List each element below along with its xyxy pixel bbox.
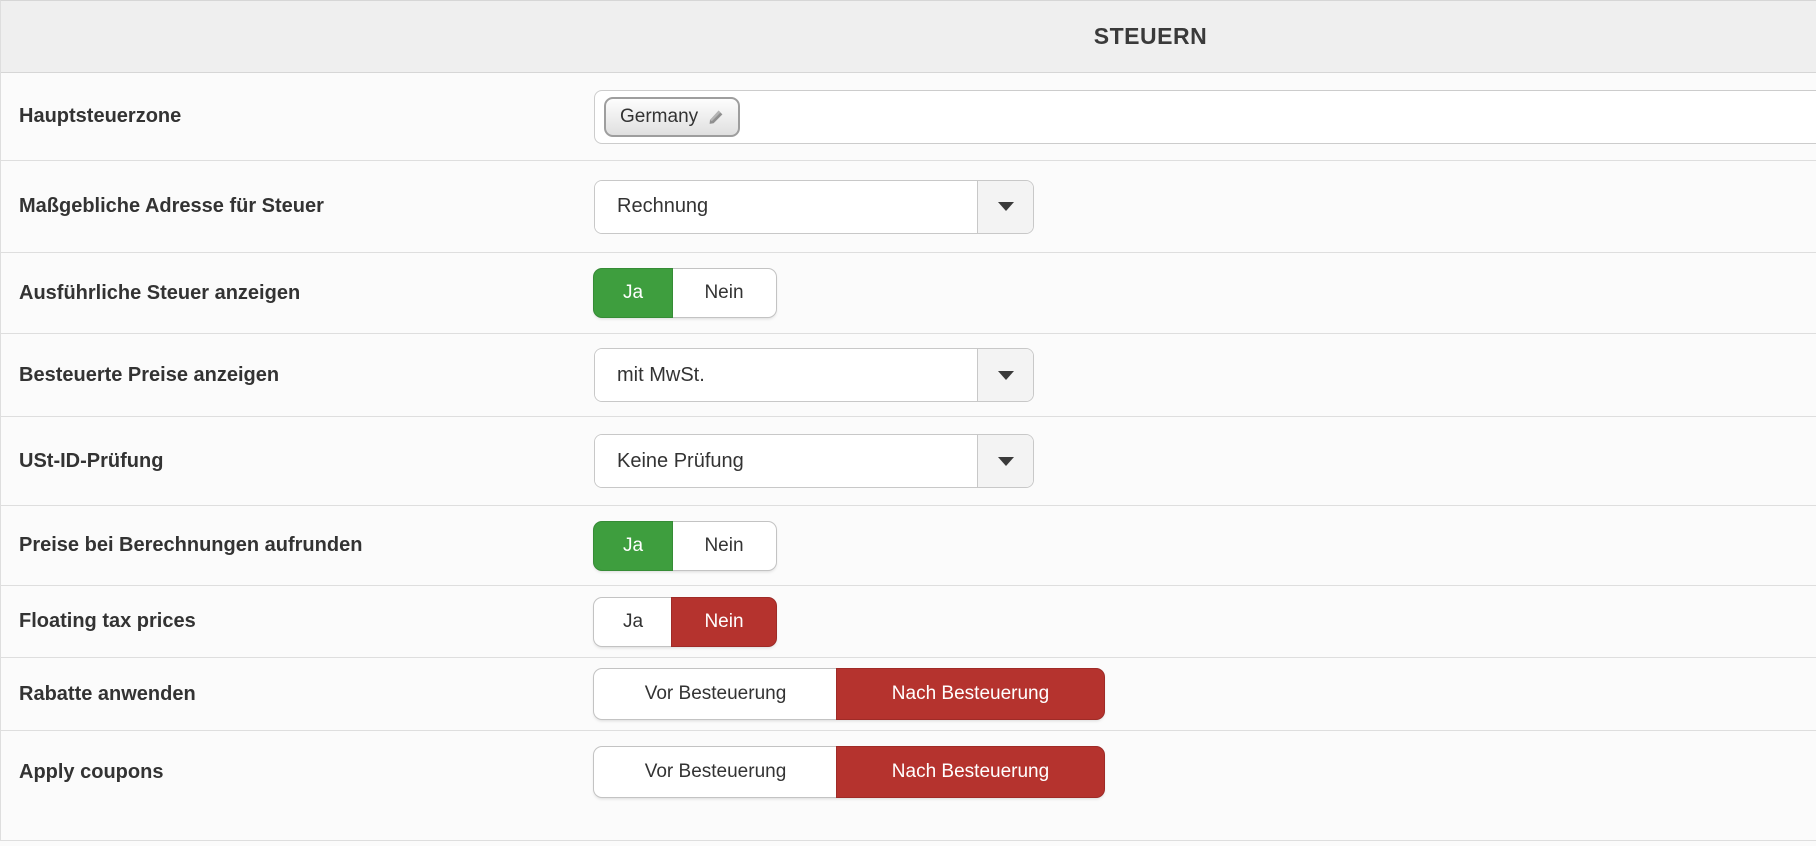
toggle-option-nein[interactable]: Nein [704, 282, 744, 303]
apply-coupons-toggle: Vor Besteuerung Nach Besteuerung [594, 747, 1104, 797]
toggle-option-nein[interactable]: Nein [704, 534, 744, 556]
toggle-option-nach-besteuerung[interactable]: Nach Besteuerung [837, 747, 1104, 797]
row-ausfuehrliche-steuer: Ausführliche Steuer anzeigen Ja Nein [1, 253, 1816, 334]
caret-down-icon [997, 456, 1014, 466]
row-ust-id-pruefung: USt-ID-Prüfung Keine Prüfung [1, 417, 1816, 506]
row-label: Hauptsteuerzone [19, 105, 182, 127]
tag-label: Germany [620, 105, 699, 127]
row-rabatte-anwenden: Rabatte anwenden Vor Besteuerung Nach Be… [1, 658, 1816, 731]
row-label: Apply coupons [19, 761, 164, 783]
select-value: Rechnung [595, 180, 977, 233]
select-dropdown-button[interactable] [977, 435, 1033, 487]
tax-address-select[interactable]: Rechnung [594, 179, 1034, 234]
row-hauptsteuerzone: Hauptsteuerzone Germany [1, 73, 1816, 161]
tax-zone-tag[interactable]: Germany [604, 96, 741, 137]
apply-discounts-toggle: Vor Besteuerung Nach Besteuerung [594, 669, 1104, 719]
row-apply-coupons: Apply coupons Vor Besteuerung Nach Beste… [1, 731, 1816, 841]
row-label: Rabatte anwenden [19, 682, 196, 705]
select-value: mit MwSt. [595, 349, 977, 401]
row-label: Maßgebliche Adresse für Steuer [19, 195, 324, 217]
section-title: STEUERN [1093, 23, 1208, 49]
row-label: Floating tax prices [19, 610, 196, 632]
pencil-icon[interactable] [707, 108, 725, 126]
row-preise-aufrunden: Preise bei Berechnungen aufrunden Ja Nei… [1, 506, 1816, 586]
caret-down-icon [997, 370, 1014, 380]
vat-id-check-select[interactable]: Keine Prüfung [594, 434, 1034, 488]
toggle-option-vor-besteuerung[interactable]: Vor Besteuerung [644, 683, 787, 704]
toggle-option-nach-besteuerung[interactable]: Nach Besteuerung [837, 669, 1104, 719]
select-dropdown-button[interactable] [977, 349, 1033, 401]
row-besteuerte-preise: Besteuerte Preise anzeigen mit MwSt. [1, 334, 1816, 417]
row-floating-tax-prices: Floating tax prices Ja Nein [1, 586, 1816, 658]
row-label: USt-ID-Prüfung [19, 449, 164, 472]
taxed-prices-select[interactable]: mit MwSt. [594, 348, 1034, 402]
row-label: Preise bei Berechnungen aufrunden [19, 534, 363, 556]
row-label: Ausführliche Steuer anzeigen [19, 281, 301, 304]
tax-zone-tag-input[interactable]: Germany [594, 89, 1816, 144]
floating-tax-toggle: Ja Nein [594, 597, 776, 646]
row-label: Besteuerte Preise anzeigen [19, 363, 280, 386]
toggle-option-vor-besteuerung[interactable]: Vor Besteuerung [644, 761, 787, 782]
section-header: STEUERN [1, 1, 1816, 73]
select-value: Keine Prüfung [595, 435, 977, 487]
toggle-option-ja[interactable]: Ja [594, 521, 672, 570]
detailed-tax-toggle: Ja Nein [594, 269, 776, 317]
toggle-option-ja[interactable]: Ja [594, 269, 672, 317]
round-prices-toggle: Ja Nein [594, 521, 776, 570]
row-massgebliche-adresse: Maßgebliche Adresse für Steuer Rechnung [1, 161, 1816, 253]
caret-down-icon [997, 202, 1014, 211]
toggle-option-ja[interactable]: Ja [622, 610, 644, 632]
select-dropdown-button[interactable] [977, 180, 1033, 233]
toggle-option-nein[interactable]: Nein [672, 597, 776, 646]
